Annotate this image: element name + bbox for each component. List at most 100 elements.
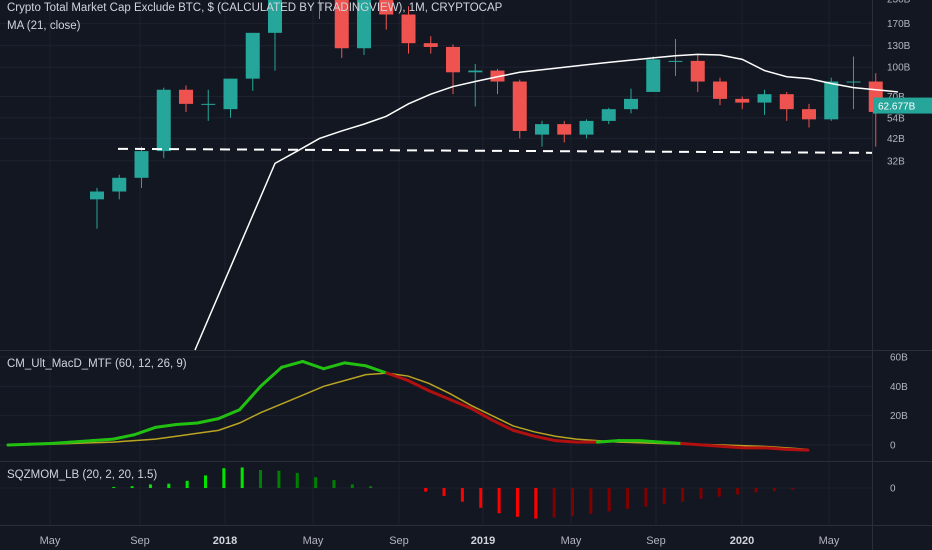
candle-body bbox=[112, 177, 127, 192]
sqz-bar bbox=[130, 486, 134, 488]
ma-indicator-legend: MA (21, close) bbox=[7, 20, 81, 32]
macd-line-segment bbox=[259, 365, 284, 388]
sqz-bar bbox=[369, 486, 373, 488]
y-tick-label: 70B bbox=[887, 92, 905, 103]
price-label-text: 62.677B bbox=[878, 102, 916, 113]
macd-line-segment bbox=[343, 361, 368, 368]
sqz-bar bbox=[626, 488, 630, 509]
candle-body bbox=[824, 81, 839, 120]
macd-y-tick: 0 bbox=[890, 441, 896, 452]
macd-line-segment bbox=[111, 433, 136, 441]
sqz-bar bbox=[112, 486, 116, 488]
candle-body bbox=[668, 60, 683, 62]
candle-body bbox=[713, 81, 727, 99]
sqz-bar bbox=[314, 477, 318, 488]
ma-line bbox=[194, 53, 899, 351]
macd-line-segment bbox=[153, 422, 178, 429]
y-tick-label: 100B bbox=[887, 63, 911, 74]
support-dashed-line bbox=[117, 147, 873, 154]
candle-body bbox=[557, 124, 572, 135]
macd-line-segment bbox=[532, 434, 557, 443]
candle-body bbox=[223, 78, 238, 110]
candle-body bbox=[446, 46, 460, 73]
candle-body bbox=[401, 14, 416, 44]
sqz-bar bbox=[772, 488, 776, 491]
sqz-bar bbox=[515, 488, 519, 517]
x-tick-label: 2018 bbox=[213, 535, 237, 547]
squeeze-momentum-pane bbox=[112, 467, 795, 519]
x-tick-label: 2020 bbox=[730, 535, 754, 547]
macd-line-segment bbox=[132, 425, 157, 437]
sqz-bar bbox=[277, 470, 281, 488]
macd-line-segment bbox=[701, 443, 726, 448]
candlestick-series bbox=[90, 0, 905, 229]
sqz-bar bbox=[167, 483, 171, 488]
candle-body bbox=[735, 98, 750, 103]
macd-line-segment bbox=[238, 384, 263, 412]
sqz-bar bbox=[607, 488, 611, 512]
macd-line-segment bbox=[174, 421, 199, 426]
macd-line-segment bbox=[659, 440, 684, 446]
candle-body bbox=[535, 124, 549, 135]
candle-body bbox=[846, 81, 861, 83]
y-tick-label: 54B bbox=[887, 113, 905, 124]
macd-y-tick: 20B bbox=[890, 411, 908, 422]
y-tick-label: 170B bbox=[887, 19, 911, 30]
macd-y-tick: 40B bbox=[890, 382, 908, 393]
macd-line-segment bbox=[90, 437, 115, 443]
candle-body bbox=[646, 59, 661, 92]
candle-body bbox=[334, 0, 349, 49]
sqz-bar bbox=[240, 467, 244, 488]
macd-line-segment bbox=[6, 442, 31, 447]
x-tick-label: May bbox=[819, 535, 840, 547]
sqz-bar bbox=[460, 488, 464, 502]
candle-body bbox=[156, 89, 171, 152]
sqz-bar bbox=[644, 488, 648, 507]
macd-y-tick: 60B bbox=[890, 353, 908, 364]
x-tick-label: Sep bbox=[646, 535, 666, 547]
macd-line-segment bbox=[722, 444, 747, 450]
x-tick-label: May bbox=[40, 535, 61, 547]
sqz-bar bbox=[332, 480, 336, 488]
candle-body bbox=[201, 103, 216, 105]
sqz-bar bbox=[497, 488, 501, 514]
macd-line-segment bbox=[680, 442, 705, 447]
macd-pane bbox=[6, 359, 810, 452]
sqz-bar bbox=[204, 475, 207, 488]
x-tick-label: Sep bbox=[130, 535, 150, 547]
macd-line-segment bbox=[385, 371, 410, 382]
sqz-bar bbox=[295, 472, 299, 488]
macd-line-segment bbox=[301, 359, 326, 371]
sqz-bar bbox=[350, 484, 354, 488]
macd-line-segment bbox=[469, 406, 494, 422]
macd-line-segment bbox=[364, 364, 389, 375]
sqz-bar bbox=[479, 488, 483, 508]
candle-body bbox=[690, 60, 705, 82]
price-label-bg bbox=[873, 97, 932, 114]
candle-body bbox=[134, 151, 149, 178]
candle-body bbox=[757, 94, 772, 103]
time-axis: May Sep 2018 May Sep 2019 May Sep 2020 May bbox=[40, 535, 840, 547]
candle-body bbox=[90, 191, 104, 200]
sqz-bar bbox=[589, 488, 593, 514]
sqz-bar bbox=[259, 470, 263, 488]
macd-line-segment bbox=[280, 359, 305, 369]
macd-line-segment bbox=[595, 439, 620, 444]
sqz-bar bbox=[552, 488, 556, 518]
sqz-bar bbox=[717, 488, 721, 497]
candle-body bbox=[268, 0, 282, 33]
sqz-bar bbox=[222, 468, 226, 488]
candle-body bbox=[245, 32, 260, 79]
candle-body bbox=[779, 94, 794, 110]
x-tick-label: May bbox=[561, 535, 582, 547]
macd-line-segment bbox=[406, 378, 431, 393]
sqz-bar bbox=[442, 488, 446, 496]
sqz-bar bbox=[148, 484, 152, 488]
candle-body bbox=[512, 81, 527, 131]
macd-line-segment bbox=[764, 446, 789, 451]
y-tick-label: 130B bbox=[887, 41, 911, 52]
moving-average-line bbox=[194, 53, 899, 351]
x-tick-label: Sep bbox=[389, 535, 409, 547]
